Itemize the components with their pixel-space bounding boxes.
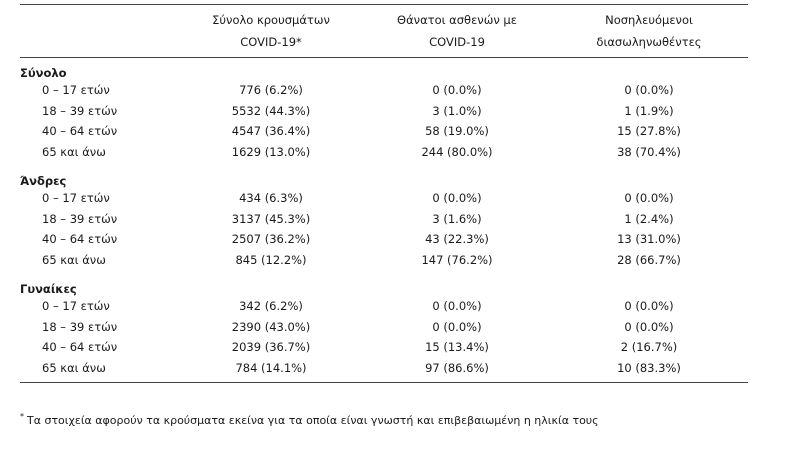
age-group-label: 0 – 17 ετών [42, 83, 110, 98]
deaths-cell: 43 (22.3%) [425, 232, 489, 247]
group-header-row: Γυναίκες [20, 274, 748, 296]
intubated-cell: 1 (2.4%) [624, 211, 674, 226]
deaths-header-line: COVID-19 [429, 35, 485, 49]
group-header-row: Άνδρες [20, 166, 748, 188]
deaths-cell: 3 (1.0%) [432, 103, 482, 118]
deaths-cell: 15 (13.4%) [425, 340, 489, 355]
total-cases-header-line: COVID-19* [240, 35, 302, 49]
deaths-header-line: Θάνατοι ασθενών με [397, 13, 517, 27]
table-header-row: Σύνολο κρουσμάτων COVID-19* Θάνατοι ασθενώ… [20, 4, 748, 58]
deaths-cell: 147 (76.2%) [421, 252, 493, 267]
table-row: 65 και άνω 845 (12.2%) 147 (76.2%) 28 (66.7… [20, 250, 748, 275]
age-group-label: 40 – 64 ετών [42, 340, 118, 355]
intubated-cell: 0 (0.0%) [624, 191, 674, 206]
intubated-cell: 15 (27.8%) [617, 124, 681, 139]
intubated-cell: 0 (0.0%) [624, 319, 674, 334]
intubated-cell: 28 (66.7%) [617, 252, 681, 267]
total-cases-cell: 3137 (45.3%) [231, 211, 311, 226]
table-row: 65 και άνω 784 (14.1%) 97 (86.6%) 10 (83.3%… [20, 357, 748, 383]
intubated-cell: 0 (0.0%) [624, 83, 674, 98]
total-cases-cell: 2507 (36.2%) [231, 232, 311, 247]
age-group-label: 0 – 17 ετών [42, 299, 110, 314]
group-header-row: Σύνολο [20, 58, 748, 80]
intubated-cell: 13 (31.0%) [617, 232, 681, 247]
deaths-cell: 3 (1.6%) [432, 211, 482, 226]
age-group-label: 65 και άνω [42, 252, 106, 267]
total-cases-cell: 845 (12.2%) [235, 252, 307, 267]
table-row: 18 – 39 ετών 2390 (43.0%) 0 (0.0%) 0 (0.0%) [20, 317, 748, 338]
table-group: Σύνολο 0 – 17 ετών 776 (6.2%) 0 (0.0%) 0 (0.… [20, 58, 748, 167]
deaths-cell: 97 (86.6%) [364, 357, 550, 383]
age-group-label: 0 – 17 ετών [42, 191, 110, 206]
total-cases-cell: 342 (6.2%) [239, 299, 303, 314]
table-row: 0 – 17 ετών 342 (6.2%) 0 (0.0%) 0 (0.0%) [20, 296, 748, 317]
deaths-cell: 244 (80.0%) [421, 144, 493, 159]
age-group-label: 18 – 39 ετών [42, 103, 118, 118]
age-group-label: 65 και άνω [20, 357, 178, 383]
intubated-header-line: Νοσηλευόμενοι [605, 13, 693, 27]
deaths-header: Θάνατοι ασθενών με COVID-19 [364, 4, 550, 58]
deaths-cell: 58 (19.0%) [425, 124, 489, 139]
deaths-cell: 0 (0.0%) [432, 319, 482, 334]
table-row: 0 – 17 ετών 776 (6.2%) 0 (0.0%) 0 (0.0%) [20, 80, 748, 101]
table-row: 40 – 64 ετών 4547 (36.4%) 58 (19.0%) 15 (27… [20, 121, 748, 142]
total-cases-cell: 776 (6.2%) [239, 83, 303, 98]
deaths-cell: 0 (0.0%) [432, 83, 482, 98]
row-label-header [20, 4, 178, 58]
table-row: 40 – 64 ετών 2039 (36.7%) 15 (13.4%) 2 (16.… [20, 337, 748, 358]
intubated-cell: 10 (83.3%) [550, 357, 748, 383]
total-cases-cell: 784 (14.1%) [178, 357, 364, 383]
intubated-cell: 1 (1.9%) [624, 103, 674, 118]
intubated-cell: 2 (16.7%) [620, 340, 678, 355]
group-title: Γυναίκες [20, 282, 77, 296]
table-row: 18 – 39 ετών 3137 (45.3%) 3 (1.6%) 1 (2.4%) [20, 209, 748, 230]
intubated-cell: 0 (0.0%) [624, 299, 674, 314]
intubated-header: Νοσηλευόμενοι διασωληνωθέντες [550, 4, 748, 58]
table-row: 40 – 64 ετών 2507 (36.2%) 43 (22.3%) 13 (31… [20, 229, 748, 250]
total-cases-cell: 2039 (36.7%) [231, 340, 311, 355]
footnote-text: Τα στοιχεία αφορούν τα κρούσματα εκείνα … [27, 414, 599, 427]
total-cases-cell: 1629 (13.0%) [231, 144, 311, 159]
age-group-label: 40 – 64 ετών [42, 232, 118, 247]
group-title: Σύνολο [20, 66, 67, 80]
table-row: 0 – 17 ετών 434 (6.3%) 0 (0.0%) 0 (0.0%) [20, 188, 748, 209]
footnote: * Τα στοιχεία αφορούν τα κρούσματα εκείνα… [20, 412, 780, 427]
table-row: 65 και άνω 1629 (13.0%) 244 (80.0%) 38 (70.… [20, 142, 748, 167]
table-group: Άνδρες 0 – 17 ετών 434 (6.3%) 0 (0.0%) 0 (0.… [20, 166, 748, 274]
total-cases-cell: 434 (6.3%) [239, 191, 303, 206]
intubated-header-line: διασωληνωθέντες [596, 35, 702, 49]
deaths-cell: 0 (0.0%) [432, 299, 482, 314]
age-group-label: 40 – 64 ετών [42, 124, 118, 139]
table-group: Γυναίκες 0 – 17 ετών 342 (6.2%) 0 (0.0%) 0 (… [20, 274, 748, 383]
age-group-label: 65 και άνω [42, 144, 106, 159]
total-cases-cell: 2390 (43.0%) [231, 319, 311, 334]
deaths-cell: 0 (0.0%) [432, 191, 482, 206]
covid-age-table: Σύνολο κρουσμάτων COVID-19* Θάνατοι ασθενώ… [20, 4, 748, 383]
footnote-marker: * [20, 412, 24, 421]
total-cases-header: Σύνολο κρουσμάτων COVID-19* [178, 4, 364, 58]
group-title: Άνδρες [20, 174, 67, 188]
total-cases-header-line: Σύνολο κρουσμάτων [212, 13, 330, 27]
age-group-label: 18 – 39 ετών [42, 319, 118, 334]
total-cases-cell: 5532 (44.3%) [231, 103, 311, 118]
total-cases-cell: 4547 (36.4%) [231, 124, 311, 139]
intubated-cell: 38 (70.4%) [617, 144, 681, 159]
age-group-label: 18 – 39 ετών [42, 211, 118, 226]
table-row: 18 – 39 ετών 5532 (44.3%) 3 (1.0%) 1 (1.9%) [20, 101, 748, 122]
